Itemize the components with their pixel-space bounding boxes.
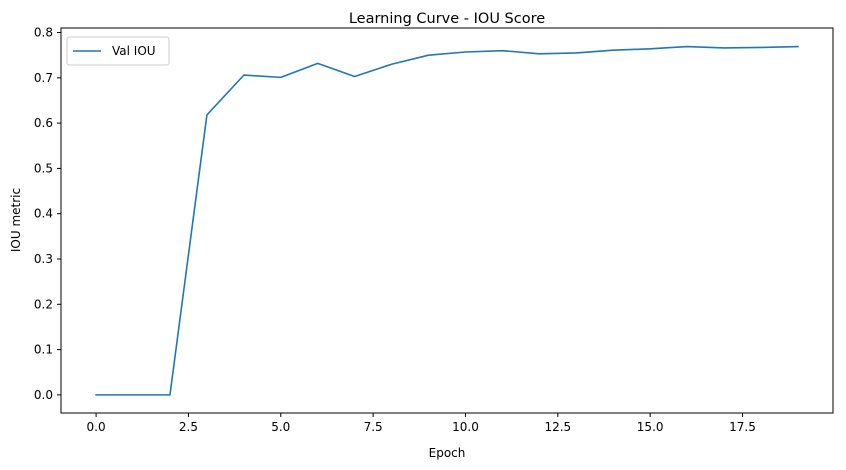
x-tick-label: 17.5 xyxy=(729,420,756,434)
y-tick-label: 0.2 xyxy=(34,297,53,311)
legend-label-val-iou: Val IOU xyxy=(112,44,156,58)
series-group xyxy=(95,45,799,396)
legend: Val IOU xyxy=(66,36,170,66)
y-axis-label: IOU metric xyxy=(9,188,23,252)
y-tick-label: 0.1 xyxy=(34,343,53,357)
axes-frame xyxy=(60,27,834,414)
x-axis-label: Epoch xyxy=(429,446,466,460)
y-tick-label: 0.4 xyxy=(34,207,53,221)
y-tick-label: 0.3 xyxy=(34,252,53,266)
series-line-val-iou xyxy=(95,45,799,396)
x-tick-label: 12.5 xyxy=(544,420,571,434)
chart-title: Learning Curve - IOU Score xyxy=(349,11,545,27)
y-tick-label: 0.5 xyxy=(34,161,53,175)
y-tick-label: 0.0 xyxy=(34,388,53,402)
plot-area xyxy=(60,27,834,414)
x-axis-ticks: 0.0 2.5 5.0 7.5 10.0 12.5 15.0 17.5 xyxy=(87,413,756,434)
y-tick-label: 0.8 xyxy=(34,26,53,40)
legend-box xyxy=(66,36,170,66)
x-tick-label: 5.0 xyxy=(271,420,290,434)
x-tick-label: 7.5 xyxy=(364,420,383,434)
x-tick-label: 10.0 xyxy=(452,420,479,434)
x-tick-label: 2.5 xyxy=(179,420,198,434)
x-tick-label: 0.0 xyxy=(87,420,106,434)
y-tick-label: 0.6 xyxy=(34,116,53,130)
x-tick-label: 15.0 xyxy=(637,420,664,434)
y-axis-ticks: 0.0 0.1 0.2 0.3 0.4 0.5 0.6 0.7 0.8 xyxy=(34,26,61,402)
y-tick-label: 0.7 xyxy=(34,71,53,85)
